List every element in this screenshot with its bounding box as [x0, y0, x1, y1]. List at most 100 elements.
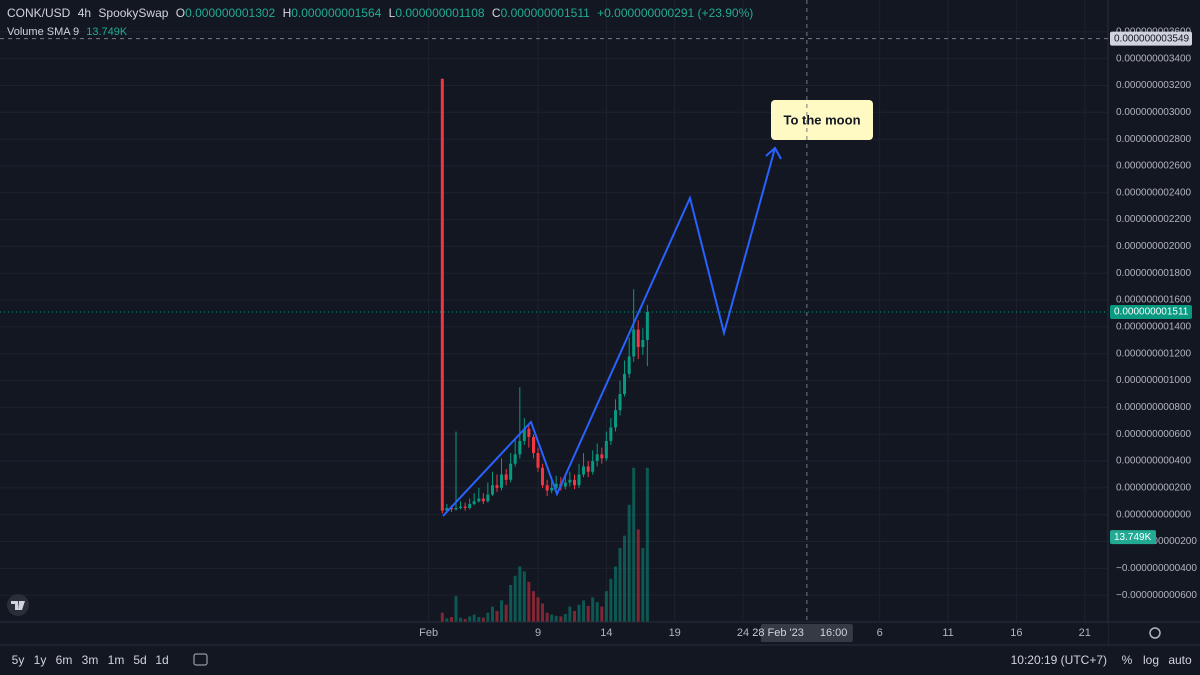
y-tick-label: −0.000000000200 [1116, 536, 1197, 547]
volume-bar [595, 602, 599, 622]
candle-body [618, 393, 622, 411]
candle-body [636, 329, 640, 348]
volume-bar [614, 566, 618, 622]
indicator-name: Volume SMA 9 [7, 26, 79, 38]
settings-icon[interactable] [1149, 627, 1161, 639]
volume-bar [582, 600, 586, 622]
overlay: 0.000000001511 13.749K 0.000000003549 28 Fe… [0, 0, 1192, 642]
volume-bar [609, 578, 613, 622]
candle-body [531, 436, 535, 453]
volume-bar [518, 566, 522, 622]
candle-body [604, 440, 608, 459]
volume-sma-box [1110, 530, 1156, 545]
gear [1149, 627, 1161, 639]
range-button[interactable]: 1d [155, 653, 168, 667]
toolbar: 5y 1y 6m 3m 1m 5d 1d% log auto [12, 653, 1192, 667]
volume-bar [545, 612, 549, 622]
y-tick-label: 0.000000003200 [1116, 80, 1192, 91]
volume-bar [527, 581, 531, 622]
callout-box[interactable] [771, 100, 873, 140]
candle-body [472, 501, 476, 504]
volume-bar [541, 603, 545, 622]
candle-body [481, 498, 485, 502]
y-tick-label: 0.000000002600 [1116, 161, 1192, 172]
ohlc-label: L [389, 6, 396, 20]
volume-bar [500, 600, 504, 622]
candle-body [459, 506, 463, 508]
scale-option[interactable]: auto [1168, 653, 1192, 667]
y-tick-label: 0.000000001400 [1116, 322, 1192, 333]
volume-pane [440, 467, 649, 622]
scale-option[interactable]: % [1122, 653, 1133, 667]
candle-body [563, 482, 567, 487]
volume-bar [463, 618, 467, 622]
x-tick-label: 19 [669, 627, 681, 639]
volume-bar [577, 604, 581, 622]
volume-bar [568, 606, 572, 622]
x-tick-label: 9 [535, 627, 541, 639]
candle-body [541, 467, 545, 486]
range-button[interactable]: 3m [82, 653, 99, 667]
range-button[interactable]: 5y [12, 653, 25, 667]
ohlc-value: 0.000000001564 [291, 6, 381, 20]
candle-body [445, 507, 449, 511]
candle-body [536, 452, 540, 468]
volume-bar [623, 535, 627, 622]
volume-bar [604, 591, 608, 622]
scale-option[interactable]: log [1143, 653, 1159, 667]
y-tick-label: 0.000000000000 [1116, 509, 1192, 520]
volume-bar [522, 571, 526, 622]
ohlc-label: C [492, 6, 501, 20]
volume-bar [513, 575, 517, 622]
ohlc-label: H [283, 6, 292, 20]
last-price-label: 0.000000001511 [1114, 307, 1189, 318]
interval: 4h [78, 6, 91, 20]
x-tick-label: 14 [600, 627, 612, 639]
volume-bar [591, 597, 595, 622]
x-tick-label: 11 [942, 627, 953, 639]
candle-body [440, 78, 444, 511]
crosshair-price-label: 0.000000003549 [1114, 33, 1190, 44]
volume-bar [636, 529, 640, 622]
clock: 10:20:19 (UTC+7) [1011, 653, 1107, 667]
x-tick-label: 16 [1010, 627, 1022, 639]
arrow-head [765, 146, 782, 160]
range-button[interactable]: 5d [133, 653, 146, 667]
range-button[interactable]: 1y [34, 653, 47, 667]
candle-body [627, 356, 631, 374]
volume-bar [472, 614, 476, 622]
candle-body [527, 428, 531, 437]
candle-body [477, 498, 481, 502]
volume-bar [641, 547, 645, 622]
date-range-icon[interactable] [193, 653, 208, 666]
ohlc-label: O [176, 6, 185, 20]
volume-bar [550, 614, 554, 622]
logo[interactable] [7, 594, 29, 616]
legend: CONK/USD 4h SpookySwap O0.000000001302 H… [7, 6, 753, 20]
volume-bar [618, 547, 622, 622]
candle-body [582, 466, 586, 475]
y-tick-label: −0.000000000600 [1116, 590, 1197, 601]
range-button[interactable]: 6m [56, 653, 73, 667]
range-button[interactable]: 1m [108, 653, 125, 667]
candle-body [573, 479, 577, 486]
x-tick-label: 21 [1079, 627, 1091, 639]
volume-bar [627, 504, 631, 622]
volume-bar [586, 605, 590, 622]
crosshair-time-box [760, 624, 853, 642]
candle-body [591, 461, 595, 472]
candle-body [454, 507, 458, 510]
indicator-value: 13.749K [86, 26, 128, 38]
volume-bar [632, 467, 636, 622]
volume-bar [477, 617, 481, 622]
y-tick-label: 0.000000003400 [1116, 53, 1192, 64]
ohlc-value: 0.000000001511 [501, 6, 591, 20]
candle-body [518, 440, 522, 455]
trend-drawing[interactable] [442, 147, 776, 517]
candle-body [509, 463, 513, 480]
volume-bar [504, 604, 508, 622]
volume-bar [509, 584, 513, 622]
logo-mark [11, 601, 25, 610]
